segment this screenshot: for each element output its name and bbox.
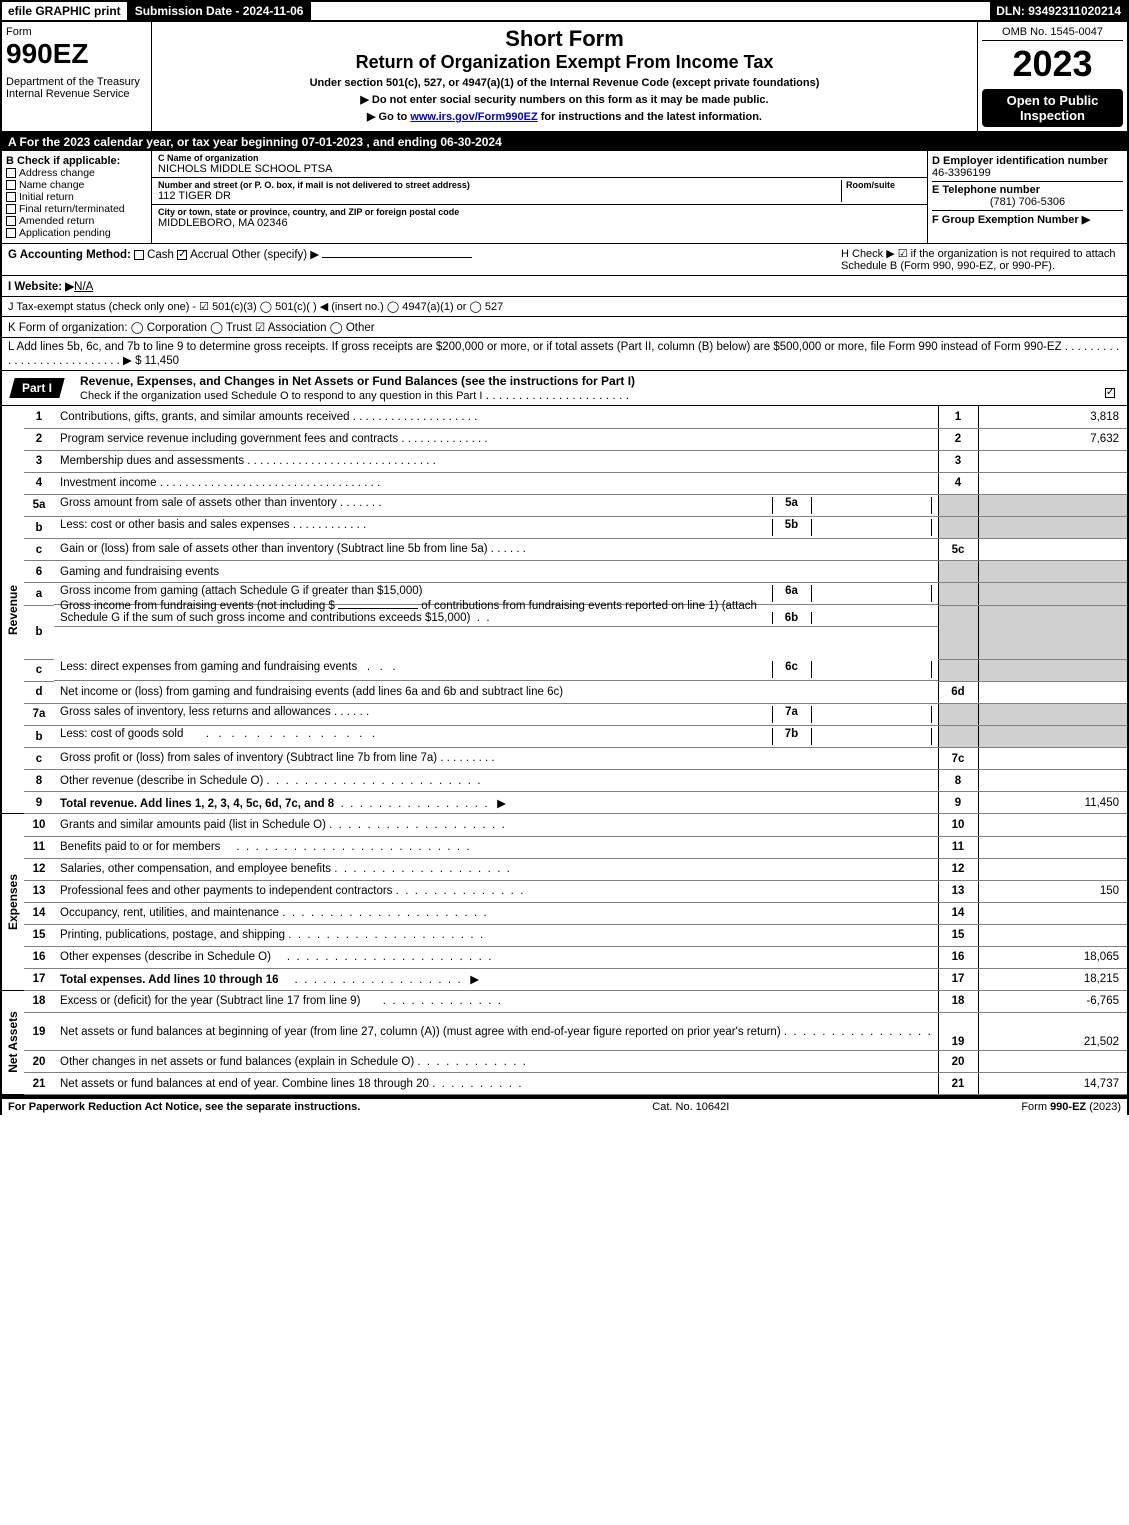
expenses-side: Expenses — [0, 814, 24, 991]
org-name: NICHOLS MIDDLE SCHOOL PTSA — [158, 163, 921, 175]
row-k: K Form of organization: ◯ Corporation ◯ … — [0, 317, 1129, 338]
paperwork-notice: For Paperwork Reduction Act Notice, see … — [8, 1101, 360, 1113]
d-ein-lbl: D Employer identification number — [932, 155, 1123, 167]
accrual-checkbox[interactable] — [177, 250, 187, 260]
tax-year: 2023 — [982, 43, 1123, 85]
row-i: I Website: ▶N/A — [0, 276, 1129, 297]
expenses-table: 10Grants and similar amounts paid (list … — [24, 814, 1129, 991]
box-b-item: Application pending — [6, 227, 147, 239]
form-label: Form — [6, 26, 147, 38]
form-header: Form 990EZ Department of the Treasury In… — [0, 22, 1129, 133]
row-j: J Tax-exempt status (check only one) - ☑… — [0, 297, 1129, 317]
goto-note: ▶ Go to www.irs.gov/Form990EZ for instru… — [160, 110, 969, 123]
omb: OMB No. 1545-0047 — [982, 26, 1123, 41]
form-ref: Form 990-EZ (2023) — [1021, 1101, 1121, 1113]
topbar: efile GRAPHIC print Submission Date - 20… — [0, 0, 1129, 22]
f-grp-lbl: F Group Exemption Number ▶ — [932, 210, 1123, 226]
part1-check: Check if the organization used Schedule … — [70, 390, 482, 402]
telephone: (781) 706-5306 — [932, 196, 1123, 208]
box-b-item: Address change — [6, 167, 147, 179]
box-b-item: Initial return — [6, 191, 147, 203]
schedule-o-checkbox[interactable] — [1105, 388, 1115, 398]
efile-print[interactable]: efile GRAPHIC print — [2, 2, 129, 20]
cash-checkbox[interactable] — [134, 250, 144, 260]
dept-label: Department of the Treasury Internal Reve… — [6, 76, 147, 100]
row-l: L Add lines 5b, 6c, and 7b to line 9 to … — [0, 338, 1129, 371]
revenue-table: 1Contributions, gifts, grants, and simil… — [24, 406, 1129, 814]
box-b-title: B Check if applicable: — [6, 155, 147, 167]
revenue-side: Revenue — [0, 406, 24, 814]
irs-link[interactable]: www.irs.gov/Form990EZ — [410, 111, 537, 123]
short-form-title: Short Form — [160, 26, 969, 52]
block-bcdef: B Check if applicable: Address changeNam… — [0, 151, 1129, 244]
footer: For Paperwork Reduction Act Notice, see … — [0, 1097, 1129, 1115]
row-h: H Check ▶ ☑ if the organization is not r… — [841, 247, 1121, 272]
box-b: B Check if applicable: Address changeNam… — [2, 151, 152, 243]
website: N/A — [74, 281, 93, 293]
box-b-item: Final return/terminated — [6, 203, 147, 215]
submission-date: Submission Date - 2024-11-06 — [129, 2, 312, 20]
under-section: Under section 501(c), 527, or 4947(a)(1)… — [160, 77, 969, 89]
box-def: D Employer identification number 46-3396… — [927, 151, 1127, 243]
dln: DLN: 93492311020214 — [990, 2, 1127, 20]
c-name-lbl: C Name of organization — [158, 153, 921, 163]
return-title: Return of Organization Exempt From Incom… — [160, 52, 969, 73]
part1-title: Revenue, Expenses, and Changes in Net As… — [70, 374, 635, 388]
box-b-item: Amended return — [6, 215, 147, 227]
ein: 46-3396199 — [932, 167, 1123, 179]
part1-tab: Part I — [22, 381, 52, 395]
cat-no: Cat. No. 10642I — [360, 1101, 1021, 1113]
org-city: MIDDLEBORO, MA 02346 — [158, 217, 921, 229]
e-tel-lbl: E Telephone number — [932, 181, 1123, 196]
org-addr: 112 TIGER DR — [158, 190, 841, 202]
part1-header: Part I Revenue, Expenses, and Changes in… — [0, 371, 1129, 406]
donot-note: ▶ Do not enter social security numbers o… — [160, 93, 969, 106]
c-addr-lbl: Number and street (or P. O. box, if mail… — [158, 180, 841, 190]
box-b-item: Name change — [6, 179, 147, 191]
row-a: A For the 2023 calendar year, or tax yea… — [0, 133, 1129, 151]
room-lbl: Room/suite — [846, 180, 921, 190]
gross-receipts: 11,450 — [145, 355, 179, 367]
open-public: Open to Public Inspection — [982, 89, 1123, 127]
form-number: 990EZ — [6, 38, 147, 70]
c-city-lbl: City or town, state or province, country… — [158, 207, 921, 217]
netassets-side: Net Assets — [0, 991, 24, 1096]
box-c: C Name of organization NICHOLS MIDDLE SC… — [152, 151, 927, 243]
row-gh: G Accounting Method: Cash Accrual Other … — [0, 244, 1129, 276]
netassets-table: 18Excess or (deficit) for the year (Subt… — [24, 991, 1129, 1096]
